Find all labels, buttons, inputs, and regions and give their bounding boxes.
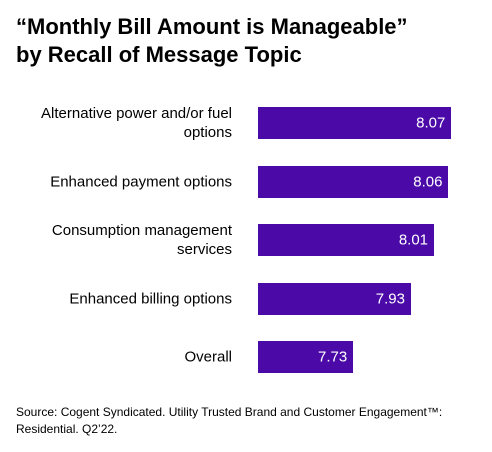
category-label: Enhanced payment options <box>50 173 232 190</box>
chart-title: by Recall of Message Topic <box>16 42 302 67</box>
chart-title: “Monthly Bill Amount is Manageable” <box>16 14 408 39</box>
value-label: 7.93 <box>375 290 405 307</box>
category-label: Enhanced billing options <box>69 290 232 307</box>
bar <box>258 282 411 315</box>
category-label: Consumption management services <box>51 222 232 258</box>
value-label: 8.07 <box>416 114 446 132</box>
bar <box>258 224 435 256</box>
bar <box>258 341 354 373</box>
category-label: Alternative power and/or fuel options <box>41 105 232 141</box>
source-note: Source: Cogent Syndicated. Utility Trust… <box>16 405 443 436</box>
bar <box>258 107 452 139</box>
category-label: Overall <box>184 348 232 366</box>
bar <box>258 165 449 198</box>
value-label: 7.73 <box>318 348 348 366</box>
value-label: 8.06 <box>413 173 443 190</box>
value-label: 8.01 <box>398 231 429 249</box>
